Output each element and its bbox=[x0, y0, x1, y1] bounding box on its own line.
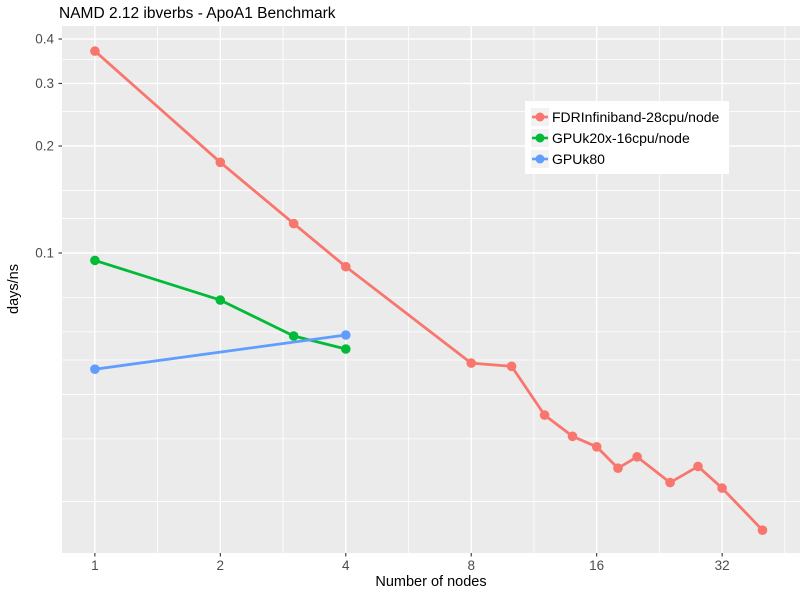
data-point-FDRInfiniband-28cpu/node bbox=[613, 463, 623, 474]
x-tick-label: 16 bbox=[589, 558, 604, 573]
legend-label: GPUk20x-16cpu/node bbox=[552, 129, 690, 146]
x-tick-label: 8 bbox=[467, 558, 475, 573]
data-point-FDRInfiniband-28cpu/node bbox=[90, 46, 100, 56]
data-point-FDRInfiniband-28cpu/node bbox=[757, 525, 768, 535]
data-point-FDRInfiniband-28cpu/node bbox=[693, 461, 703, 472]
y-tick-label: 0.1 bbox=[35, 246, 54, 261]
legend-label: FDRInfiniband-28cpu/node bbox=[552, 108, 720, 125]
y-axis-title: days/ns bbox=[6, 264, 22, 314]
x-tick-label: 1 bbox=[91, 558, 99, 573]
data-point-FDRInfiniband-28cpu/node bbox=[466, 358, 477, 368]
chart-title: NAMD 2.12 ibverbs - ApoA1 Benchmark bbox=[59, 5, 336, 22]
x-tick-label: 2 bbox=[217, 558, 225, 573]
series-line-GPUk20x-16cpu/node bbox=[94, 259, 347, 351]
data-point-GPUk80 bbox=[90, 364, 100, 375]
series-line-GPUk80 bbox=[94, 333, 346, 371]
data-point-FDRInfiniband-28cpu/node bbox=[539, 410, 550, 420]
data-point-FDRInfiniband-28cpu/node bbox=[717, 483, 727, 493]
data-point-FDRInfiniband-28cpu/node bbox=[288, 218, 299, 229]
legend: FDRInfiniband-28cpu/node GPUk20x-16cpu/no… bbox=[525, 101, 730, 174]
data-point-FDRInfiniband-28cpu/node bbox=[567, 431, 578, 442]
legend-key-icon bbox=[531, 107, 549, 126]
data-point-FDRInfiniband-28cpu/node bbox=[665, 477, 675, 488]
y-tick-label: 0.3 bbox=[35, 76, 54, 91]
legend-label: GPUk80 bbox=[552, 150, 605, 167]
y-tick-label: 0.4 bbox=[35, 32, 54, 47]
data-point-GPUk20x-16cpu/node bbox=[341, 344, 351, 354]
data-point-GPUk20x-16cpu/node bbox=[90, 255, 100, 266]
legend-row: GPUk80 bbox=[531, 148, 719, 169]
data-point-GPUk20x-16cpu/node bbox=[215, 295, 226, 305]
data-point-GPUk80 bbox=[341, 330, 351, 340]
data-point-GPUk20x-16cpu/node bbox=[288, 331, 299, 341]
data-point-FDRInfiniband-28cpu/node bbox=[506, 361, 517, 372]
legend-key-icon bbox=[531, 149, 549, 168]
x-tick-label: 32 bbox=[715, 558, 730, 573]
data-point-FDRInfiniband-28cpu/node bbox=[632, 452, 642, 462]
data-point-FDRInfiniband-28cpu/node bbox=[215, 157, 226, 168]
legend-row: FDRInfiniband-28cpu/node bbox=[531, 106, 719, 127]
data-point-FDRInfiniband-28cpu/node bbox=[591, 442, 602, 452]
x-axis-title: Number of nodes bbox=[375, 574, 487, 590]
legend-row: GPUk20x-16cpu/node bbox=[531, 127, 719, 148]
y-tick-label: 0.2 bbox=[35, 139, 54, 154]
legend-key-icon bbox=[531, 128, 549, 147]
data-point-FDRInfiniband-28cpu/node bbox=[341, 261, 351, 272]
x-tick-label: 4 bbox=[342, 558, 350, 573]
